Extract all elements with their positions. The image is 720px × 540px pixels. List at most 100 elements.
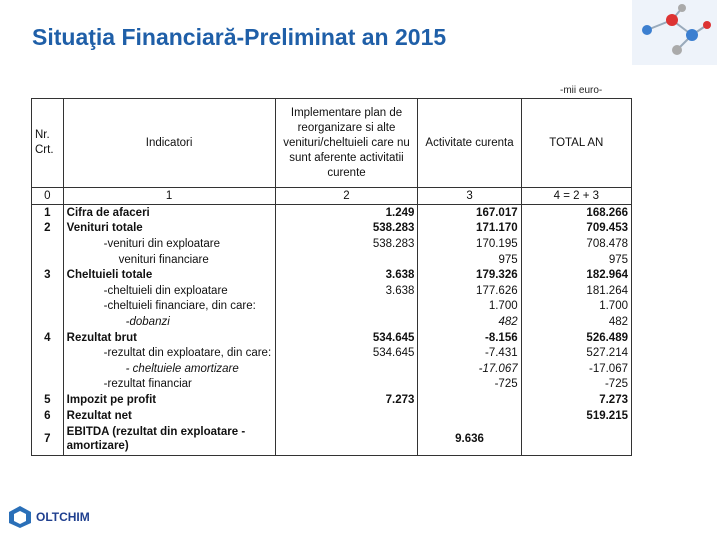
indicator: Impozit pe profit: [62, 392, 276, 408]
column-header: Nr. Crt.: [31, 98, 64, 188]
table-row: 5 Impozit pe profit 7.273 7.273: [31, 392, 633, 408]
value: [274, 360, 419, 377]
value: 708.478: [520, 236, 633, 252]
value: [417, 392, 522, 408]
indicator: -cheltuieli financiare, din care:: [62, 298, 276, 315]
row-number: [31, 314, 64, 330]
column-number: 1: [62, 187, 276, 205]
value: 179.326: [417, 267, 522, 283]
indicator: Cheltuieli totale: [62, 267, 276, 283]
value: -8.156: [417, 329, 522, 346]
table-row: 4 Rezultat brut 534.645 -8.156 526.489: [31, 329, 633, 346]
column-number: 4 = 2 + 3: [520, 187, 633, 205]
value: 181.264: [520, 282, 633, 299]
column-number: 0: [31, 187, 64, 205]
indicator: - cheltuiele amortizare: [62, 360, 276, 377]
value: 7.273: [274, 392, 419, 408]
title: Situaţia Financiară-Preliminat an 2015: [32, 24, 447, 50]
table-row: -cheltuieli financiare, din care: 1.700 1.…: [31, 298, 633, 315]
indicator: -dobanzi: [62, 314, 276, 330]
value: 519.215: [520, 407, 633, 424]
row-number: [31, 376, 64, 393]
row-number: 4: [31, 329, 64, 346]
column-number: 3: [417, 187, 522, 205]
logo-icon: [9, 506, 31, 528]
value: 482: [520, 314, 633, 330]
value: 975: [417, 251, 522, 268]
row-number: [31, 282, 64, 299]
row-number: [31, 251, 64, 268]
indicator: -rezultat financiar: [62, 376, 276, 393]
indicator: EBITDA (rezultat din exploatare - amorti…: [62, 423, 276, 457]
table-row: 2 Venituri totale 538.283 171.170 709.453: [31, 220, 633, 237]
value: -17.067: [520, 360, 633, 377]
row-number: 3: [31, 267, 64, 283]
row-number: 7: [31, 423, 64, 457]
value: 168.266: [520, 204, 633, 221]
row-number: 2: [31, 220, 64, 237]
row-number: [31, 345, 64, 361]
column-header: Implementare plan de reorganizare si alt…: [274, 98, 419, 188]
value: 526.489: [520, 329, 633, 346]
column-number: 2: [274, 187, 419, 205]
value: -7.431: [417, 345, 522, 361]
value: -17.067: [417, 360, 522, 377]
value: 182.964: [520, 267, 633, 283]
table-row: -venituri din exploatare 538.283 170.195 70…: [31, 236, 633, 252]
logo-text: OLTCHIM: [36, 510, 90, 524]
column-header: Indicatori: [62, 98, 276, 188]
indicator: Rezultat net: [62, 407, 276, 424]
column-header: TOTAL AN: [520, 98, 633, 188]
value: 177.626: [417, 282, 522, 299]
indicator: venituri financiare: [62, 251, 276, 268]
row-number: [31, 360, 64, 377]
table-row: -cheltuieli din exploatare 3.638 177.626 18…: [31, 282, 633, 299]
row-number: 5: [31, 392, 64, 408]
footer-logo: OLTCHIM: [8, 505, 90, 529]
indicator: -cheltuieli din exploatare: [62, 282, 276, 299]
indicator: Venituri totale: [62, 220, 276, 237]
row-number: 1: [31, 204, 64, 221]
value: 167.017: [417, 204, 522, 221]
value: 1.700: [417, 298, 522, 315]
unit: -mii euro-: [560, 85, 603, 96]
indicator: -venituri din exploatare: [62, 236, 276, 252]
table-row: - cheltuiele amortizare -17.067 -17.067: [31, 360, 633, 377]
value: [520, 423, 633, 457]
value: [274, 376, 419, 393]
row-number: [31, 236, 64, 252]
row-number: [31, 298, 64, 315]
table-row: -dobanzi 482 482: [31, 314, 633, 330]
value: [417, 407, 522, 424]
value: 538.283: [274, 220, 419, 237]
table-row: -rezultat financiar -725 -725: [31, 376, 633, 393]
table-row: venituri financiare 975 975: [31, 251, 633, 268]
value: 170.195: [417, 236, 522, 252]
value: 171.170: [417, 220, 522, 237]
financial-table: Nr. Crt. Indicatori Implementare plan de r…: [31, 98, 633, 457]
indicator: Rezultat brut: [62, 329, 276, 346]
value: 9.636: [417, 423, 522, 457]
value: 3.638: [274, 267, 419, 283]
value: [274, 314, 419, 330]
value: 538.283: [274, 236, 419, 252]
value: 709.453: [520, 220, 633, 237]
logo-image: [632, 0, 717, 65]
value: 1.249: [274, 204, 419, 221]
value: 534.645: [274, 329, 419, 346]
value: 3.638: [274, 282, 419, 299]
value: 975: [520, 251, 633, 268]
value: [274, 251, 419, 268]
table-row: 1 Cifra de afaceri 1.249 167.017 168.266: [31, 204, 633, 221]
value: 482: [417, 314, 522, 330]
table-row: 7 EBITDA (rezultat din exploatare - amort…: [31, 423, 633, 457]
table-row: 3 Cheltuieli totale 3.638 179.326 182.964: [31, 267, 633, 283]
value: -725: [417, 376, 522, 393]
row-number: 6: [31, 407, 64, 424]
value: [274, 298, 419, 315]
value: 7.273: [520, 392, 633, 408]
value: [274, 407, 419, 424]
value: 1.700: [520, 298, 633, 315]
table-row: -rezultat din exploatare, din care: 534.6…: [31, 345, 633, 361]
